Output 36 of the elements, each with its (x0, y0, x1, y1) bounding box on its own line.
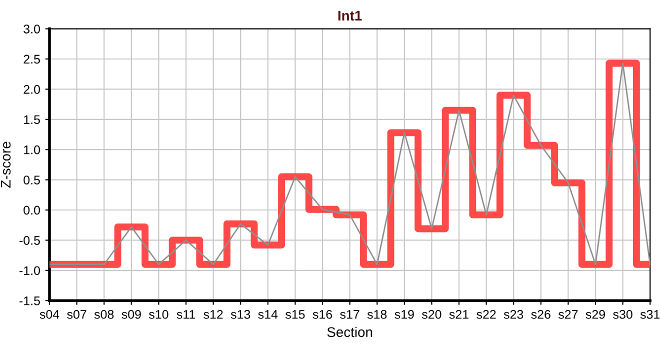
x-tick-label: s20 (422, 310, 442, 319)
y-tick-label: 2.5 (24, 54, 40, 64)
x-tick-label: s07 (67, 310, 86, 319)
x-tick-label: s29 (586, 310, 605, 319)
x-tick-label: s18 (367, 310, 387, 319)
x-tick-label: s15 (285, 310, 305, 319)
y-tick-label: 3.0 (24, 24, 40, 34)
x-tick-label: s27 (558, 310, 578, 319)
x-tick-label: s17 (340, 310, 360, 319)
x-tick-label: s04 (40, 310, 60, 319)
x-tick-label: s19 (394, 310, 414, 319)
x-tick-label: s14 (258, 310, 278, 319)
y-tick-label: -1.0 (19, 266, 40, 276)
y-axis-title: Z-score (0, 142, 11, 188)
x-axis-title: Section (327, 326, 372, 338)
y-tick-label: 0.5 (24, 176, 40, 184)
y-tick-label: 1.5 (24, 115, 40, 124)
y-tick-label: 1.0 (24, 145, 40, 154)
y-tick-label: 0.0 (24, 206, 40, 215)
x-tick-label: s08 (94, 310, 114, 319)
chart-title: Int1 (338, 10, 362, 21)
x-tick-label: s10 (148, 310, 168, 319)
x-tick-label: s16 (312, 310, 332, 319)
x-tick-label: s09 (122, 310, 141, 319)
x-tick-label: s31 (640, 310, 660, 319)
x-tick-label: s11 (176, 310, 196, 319)
x-tick-label: s21 (449, 310, 468, 319)
x-tick-label: s26 (531, 310, 550, 319)
y-tick-label: 2.0 (24, 85, 40, 94)
y-tick-label: -1.5 (19, 296, 40, 306)
x-tick-label: s12 (204, 310, 223, 319)
y-tick-label: -0.5 (19, 236, 40, 245)
x-tick-label: s22 (476, 310, 496, 319)
x-tick-label: s30 (613, 310, 632, 319)
x-tick-label: s13 (230, 310, 250, 319)
x-tick-label: s23 (504, 310, 524, 319)
